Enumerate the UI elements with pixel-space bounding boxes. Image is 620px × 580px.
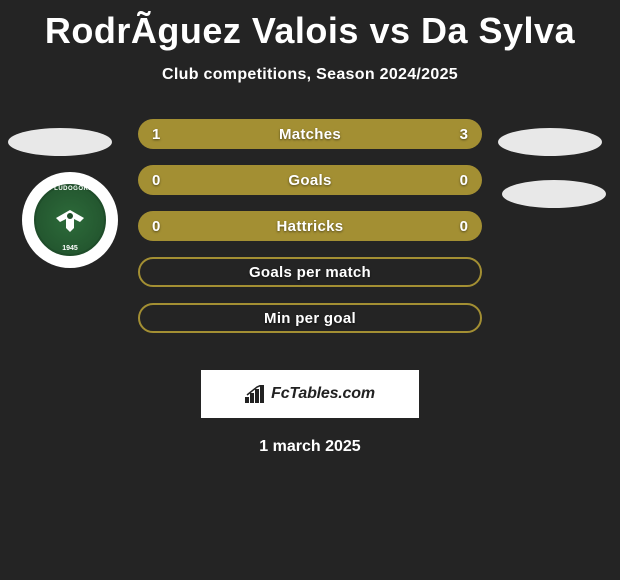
stat-row-matches: 1 Matches 3	[138, 119, 482, 149]
stat-value-right: 0	[460, 172, 468, 189]
brand-text: FcTables.com	[271, 385, 375, 403]
stat-value-right: 3	[460, 126, 468, 143]
stat-label: Matches	[279, 126, 341, 143]
stat-row-hattricks: 0 Hattricks 0	[138, 211, 482, 241]
stat-row-goals-per-match: Goals per match	[138, 257, 482, 287]
stat-row-goals: 0 Goals 0	[138, 165, 482, 195]
stat-value-left: 0	[152, 218, 160, 235]
stat-value-right: 0	[460, 218, 468, 235]
stat-rows: 1 Matches 3 0 Goals 0 0 Hattricks 0 Goal…	[138, 119, 482, 333]
brand-box: FcTables.com	[201, 370, 419, 418]
stat-label: Hattricks	[277, 218, 344, 235]
page-title: RodrÃ­guez Valois vs Da Sylva	[0, 0, 620, 52]
player-slot-right-top	[498, 128, 602, 156]
page-subtitle: Club competitions, Season 2024/2025	[0, 66, 620, 84]
stat-label: Min per goal	[264, 310, 356, 327]
stat-row-min-per-goal: Min per goal	[138, 303, 482, 333]
badge-year: 1945	[62, 245, 78, 252]
eagle-icon	[48, 206, 92, 234]
player-slot-right-second	[502, 180, 606, 208]
stat-value-left: 1	[152, 126, 160, 143]
stat-label: Goals	[288, 172, 331, 189]
badge-club-name: PFC LUDOGORETS	[38, 186, 101, 192]
stat-label: Goals per match	[249, 264, 371, 281]
bars-icon	[245, 385, 267, 403]
club-badge: PFC LUDOGORETS 1945	[22, 172, 118, 268]
stat-value-left: 0	[152, 172, 160, 189]
player-slot-left-top	[8, 128, 112, 156]
date-line: 1 march 2025	[0, 438, 620, 456]
stats-area: PFC LUDOGORETS 1945 1 Matches 3 0 Goals …	[0, 128, 620, 348]
club-badge-inner: PFC LUDOGORETS 1945	[30, 180, 110, 260]
